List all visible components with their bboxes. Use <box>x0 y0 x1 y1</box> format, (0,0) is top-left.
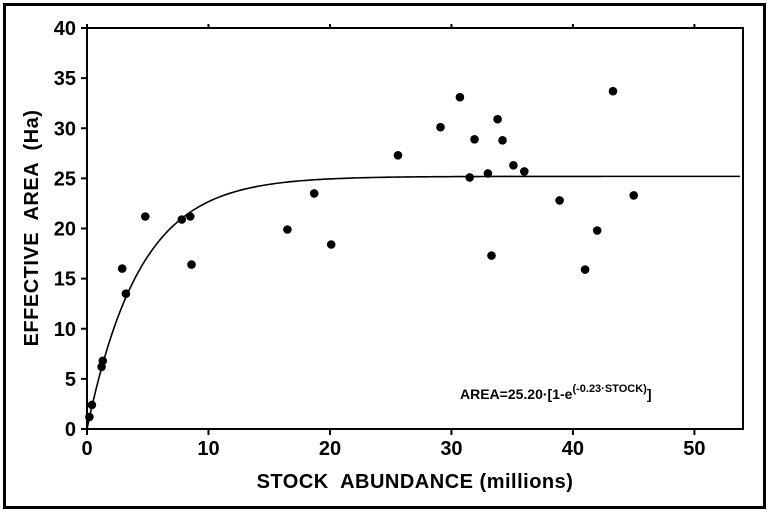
data-point <box>493 114 502 124</box>
data-point <box>509 161 518 170</box>
data-point <box>87 400 97 410</box>
x-tick-label: 0 <box>81 438 92 460</box>
data-point <box>592 226 602 235</box>
data-point <box>85 412 94 422</box>
x-tick-label: 50 <box>683 438 705 460</box>
x-tick-label: 30 <box>440 438 462 460</box>
data-point <box>498 136 507 145</box>
data-point <box>393 151 403 160</box>
data-point <box>436 122 445 132</box>
data-point <box>520 167 529 176</box>
data-point <box>186 212 195 221</box>
data-point <box>580 265 590 274</box>
data-point <box>326 240 336 249</box>
outer-frame <box>3 3 766 509</box>
data-point <box>608 86 618 96</box>
x-tick-label: 10 <box>197 438 219 460</box>
y-tick-label: 10 <box>54 319 76 341</box>
data-point <box>98 356 108 366</box>
data-point <box>629 191 638 200</box>
data-point <box>187 260 196 269</box>
fit-equation-prefix: AREA=25.20·[1-e <box>460 386 573 402</box>
fit-equation-superscript: (-0.23·STOCK) <box>572 383 647 395</box>
y-tick-label: 35 <box>54 68 76 90</box>
y-tick-label: 15 <box>54 269 76 291</box>
data-point <box>177 215 187 224</box>
x-axis-title: STOCK ABUNDANCE (millions) <box>257 471 574 493</box>
fit-equation-suffix: ] <box>647 386 652 402</box>
data-point <box>141 212 150 221</box>
data-point <box>283 225 292 234</box>
y-tick-label: 5 <box>65 369 76 391</box>
y-tick-label: 0 <box>65 419 76 441</box>
data-point <box>470 135 479 144</box>
x-tick-label: 20 <box>319 438 341 460</box>
data-point <box>555 196 564 205</box>
y-tick-label: 25 <box>54 168 76 190</box>
y-tick-label: 40 <box>54 18 76 40</box>
y-axis-title: EFFECTIVE AREA (Ha) <box>21 110 43 347</box>
data-point <box>487 251 496 260</box>
data-point <box>483 169 493 178</box>
axis-tick-labels: 0 10 20 30 40 50 0 5 10 15 20 25 30 35 40 <box>54 18 706 460</box>
fit-curve <box>86 175 740 430</box>
data-point <box>309 189 319 198</box>
data-point <box>455 92 465 102</box>
data-point <box>465 173 475 182</box>
data-point <box>121 289 131 299</box>
y-tick-label: 30 <box>54 118 76 140</box>
data-points-group <box>85 86 638 422</box>
x-tick-label: 40 <box>562 438 584 460</box>
plot-box <box>86 27 744 430</box>
data-point <box>117 264 127 273</box>
fit-curve-group <box>86 175 740 430</box>
y-tick-label: 20 <box>54 219 76 241</box>
axis-ticks <box>81 24 696 435</box>
fit-equation: AREA=25.20·[1-e(-0.23·STOCK)] <box>460 383 651 402</box>
